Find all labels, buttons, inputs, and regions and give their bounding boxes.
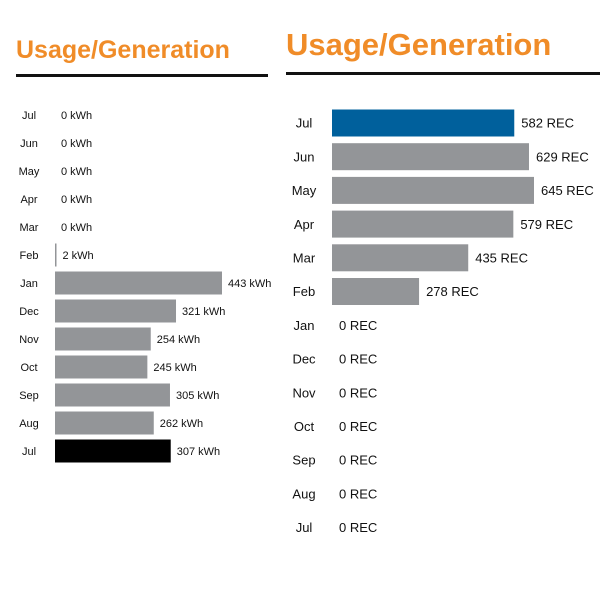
generation-bar [332, 176, 534, 204]
usage-bar [55, 327, 151, 351]
usage-chart-panel: Usage/Generation Jul 0 kWh Jun 0 kWh May 0 kW… [0, 0, 280, 600]
generation-value-label: 0 REC [339, 520, 377, 535]
usage-category-label: Mar [20, 222, 39, 234]
generation-chart-title: Usage/Generation [286, 27, 552, 62]
usage-category-label: Jul [22, 446, 36, 458]
generation-category-label: Oct [294, 419, 315, 434]
usage-category-label: Nov [19, 334, 39, 346]
usage-chart-title-rule [16, 74, 268, 77]
generation-chart-title-rule [286, 72, 600, 75]
generation-category-label: Jul [296, 116, 313, 131]
usage-value-label: 321 kWh [182, 306, 225, 318]
generation-bar [332, 244, 469, 272]
usage-bar [55, 383, 170, 407]
generation-value-label: 435 REC [475, 250, 528, 265]
usage-category-label: Jan [20, 278, 38, 290]
usage-category-label: Apr [20, 194, 37, 206]
generation-category-label: Aug [292, 486, 315, 501]
generation-value-label: 0 REC [339, 352, 377, 367]
usage-bar [55, 411, 154, 435]
usage-bar [55, 299, 177, 323]
generation-category-label: May [292, 183, 317, 198]
generation-value-label: 0 REC [339, 318, 377, 333]
usage-value-label: 0 kWh [61, 166, 92, 178]
generation-category-label: Nov [292, 385, 316, 400]
generation-category-label: Jan [294, 318, 315, 333]
usage-chart-title: Usage/Generation [16, 36, 230, 64]
usage-bar [55, 355, 148, 379]
generation-value-label: 0 REC [339, 419, 377, 434]
usage-bar [55, 243, 57, 267]
generation-category-label: Apr [294, 217, 315, 232]
generation-value-label: 629 REC [536, 149, 589, 164]
generation-bar [332, 143, 529, 171]
generation-value-label: 579 REC [520, 217, 573, 232]
generation-category-label: Feb [293, 284, 315, 299]
generation-category-label: Sep [292, 453, 315, 468]
usage-bar [55, 439, 171, 463]
generation-value-label: 582 REC [521, 116, 574, 131]
generation-bar [332, 109, 515, 137]
generation-value-label: 0 REC [339, 453, 377, 468]
generation-value-label: 278 REC [426, 284, 479, 299]
usage-value-label: 0 kWh [61, 138, 92, 150]
usage-value-label: 305 kWh [176, 390, 219, 402]
usage-category-label: May [19, 166, 40, 178]
usage-value-label: 0 kWh [61, 222, 92, 234]
usage-value-label: 2 kWh [63, 250, 94, 262]
usage-value-label: 245 kWh [153, 362, 196, 374]
generation-chart-panel: Usage/Generation Jul 582 REC Jun 629 REC May… [280, 0, 600, 600]
usage-category-label: Sep [19, 390, 39, 402]
generation-bar [332, 210, 514, 238]
generation-category-label: Jun [294, 149, 315, 164]
generation-value-label: 0 REC [339, 385, 377, 400]
generation-category-label: Dec [292, 352, 316, 367]
usage-value-label: 0 kWh [61, 194, 92, 206]
generation-bar [332, 278, 420, 305]
generation-category-label: Jul [296, 520, 313, 535]
usage-category-label: Jun [20, 138, 38, 150]
generation-category-label: Mar [293, 250, 316, 265]
generation-value-label: 0 REC [339, 486, 377, 501]
usage-value-label: 262 kWh [160, 418, 203, 430]
generation-value-label: 645 REC [541, 183, 594, 198]
usage-value-label: 0 kWh [61, 110, 92, 122]
usage-category-label: Aug [19, 418, 39, 430]
usage-bar [55, 271, 222, 295]
usage-category-label: Feb [20, 250, 39, 262]
usage-value-label: 443 kWh [228, 278, 271, 290]
generation-bar-chart: Jul 582 REC Jun 629 REC May 645 REC Apr 579 REC… [292, 109, 594, 535]
usage-category-label: Dec [19, 306, 39, 318]
usage-bar-chart: Jul 0 kWh Jun 0 kWh May 0 kWh Apr 0 kWh Mar 0 kWh… [19, 110, 271, 463]
usage-category-label: Jul [22, 110, 36, 122]
usage-value-label: 307 kWh [177, 446, 220, 458]
usage-value-label: 254 kWh [157, 334, 200, 346]
usage-category-label: Oct [20, 362, 37, 374]
